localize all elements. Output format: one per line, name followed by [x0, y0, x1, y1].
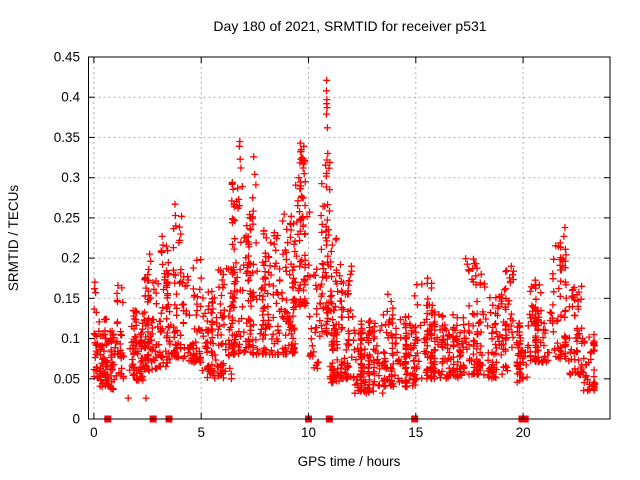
y-axis-label: SRMTID / TECUs	[6, 185, 21, 292]
y-tick-label: 0.25	[54, 210, 80, 225]
x-tick-label: 5	[197, 425, 205, 440]
y-tick-label: 0.1	[61, 331, 80, 346]
y-tick-label: 0.15	[54, 291, 80, 306]
y-tick-label: 0.35	[54, 130, 80, 145]
x-tick-label: 20	[516, 425, 531, 440]
y-tick-label: 0.3	[61, 170, 80, 185]
y-tick-label: 0.05	[54, 371, 80, 386]
x-tick-label: 10	[301, 425, 316, 440]
x-tick-label: 15	[408, 425, 423, 440]
scatter-points	[90, 76, 599, 402]
y-tick-label: 0.4	[61, 90, 80, 105]
y-tick-label: 0.2	[61, 251, 80, 266]
axes-frame	[88, 56, 611, 420]
y-tick-label: 0	[72, 412, 80, 427]
x-axis-label: GPS time / hours	[298, 454, 401, 469]
tick-labels: 0 5 10 15 20 0 0.05 0.1 0.15 0.2 0.25 0.3 0.35 0.4 0.4…	[54, 50, 531, 441]
plot-title: Day 180 of 2021, SRMTID for receiver p53…	[213, 18, 486, 34]
x-tick-label: 0	[90, 425, 98, 440]
y-tick-label: 0.45	[54, 50, 80, 65]
